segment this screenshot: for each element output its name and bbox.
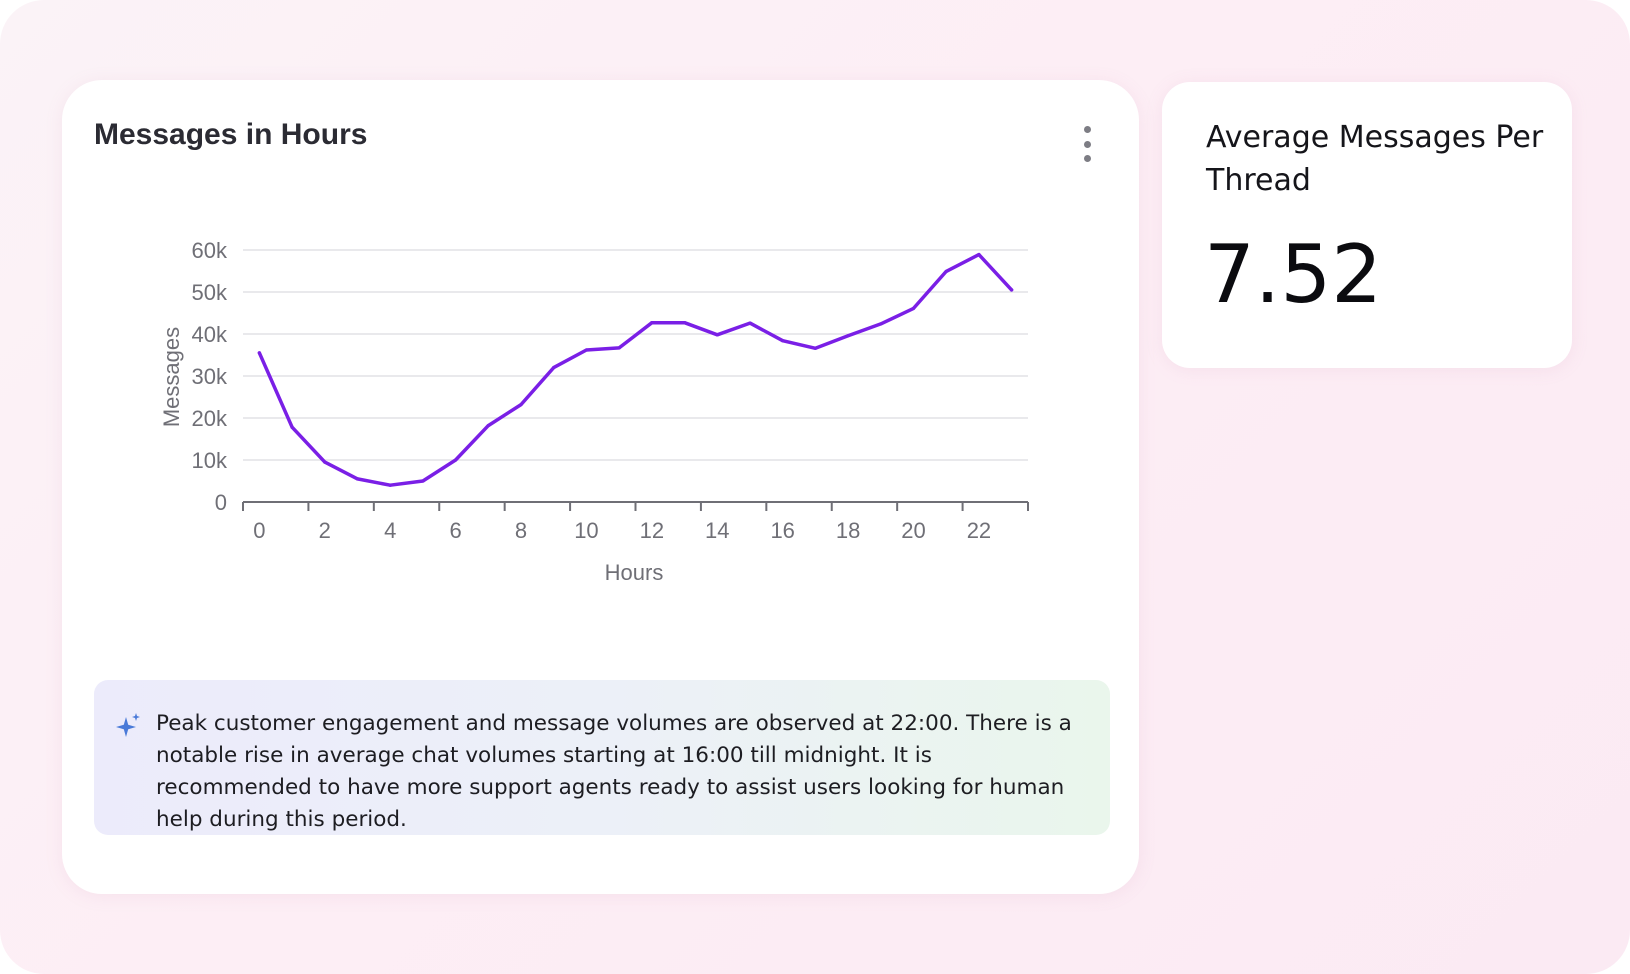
messages-in-hours-card: Messages in Hours 0 10k 20k 30k 40k 50k 60k 0 2…	[62, 80, 1139, 894]
data-point	[748, 321, 752, 325]
data-point	[584, 348, 589, 352]
x-tick-label: 8	[515, 518, 527, 543]
x-tick-label: 22	[967, 518, 991, 543]
y-tick-label: 30k	[192, 364, 228, 389]
x-tick-label: 4	[384, 518, 396, 543]
ai-insight-panel: Peak customer engagement and message vol…	[94, 680, 1110, 835]
data-point	[454, 458, 458, 462]
data-point	[323, 460, 327, 464]
stat-value: 7.52	[1204, 228, 1383, 321]
x-tick-label: 0	[253, 518, 265, 543]
y-axis-label: Messages	[159, 327, 184, 427]
x-axis-label: Hours	[605, 560, 664, 585]
data-point	[944, 269, 948, 274]
menu-dot	[1083, 126, 1091, 133]
data-point	[552, 366, 556, 370]
data-point	[421, 479, 425, 483]
data-point	[911, 306, 916, 310]
kebab-menu-icon[interactable]	[1078, 126, 1096, 162]
x-tick-label: 10	[574, 518, 598, 543]
x-tick-label: 16	[770, 518, 794, 543]
data-point	[846, 334, 850, 338]
insight-text: Peak customer engagement and message vol…	[156, 711, 1072, 832]
average-messages-card: Average Messages Per Thread 7.52	[1162, 82, 1572, 368]
data-point	[355, 477, 360, 481]
messages-series-line	[257, 252, 1014, 487]
x-tick-label: 20	[901, 518, 925, 543]
y-tick-label: 60k	[192, 238, 228, 263]
data-point	[290, 425, 294, 429]
data-point	[715, 333, 719, 337]
data-point	[781, 339, 785, 343]
data-point	[519, 402, 523, 407]
x-tick-label: 14	[705, 518, 729, 543]
data-point	[682, 321, 687, 325]
y-tick-label: 50k	[192, 280, 228, 305]
x-axis	[242, 501, 1029, 511]
data-points	[257, 253, 1014, 487]
stat-label: Average Messages Per Thread	[1206, 120, 1544, 198]
x-tick-label: 6	[449, 518, 461, 543]
data-point	[388, 483, 392, 487]
grid-lines	[243, 249, 1028, 461]
y-tick-label: 20k	[192, 406, 228, 431]
y-tick-label: 40k	[192, 322, 228, 347]
data-point	[813, 346, 817, 350]
data-point	[617, 346, 621, 350]
data-point	[486, 423, 490, 428]
card-title: Messages in Hours	[94, 118, 368, 151]
x-tick-label: 12	[640, 518, 664, 543]
y-axis-tick-labels: 0 10k 20k 30k 40k 50k 60k	[192, 238, 228, 515]
sparkle-icon	[116, 713, 140, 737]
data-point	[879, 322, 883, 326]
y-tick-label: 0	[215, 490, 227, 515]
y-tick-label: 10k	[192, 448, 228, 473]
menu-dot	[1083, 140, 1091, 148]
x-tick-label: 2	[319, 518, 331, 543]
x-tick-label: 18	[836, 518, 860, 543]
data-point	[1010, 288, 1014, 292]
menu-dot	[1083, 155, 1091, 162]
data-point	[977, 253, 981, 257]
data-point	[650, 321, 654, 325]
x-axis-tick-labels: 0 2 4 6 8 10 12 14 16 18 20 22	[253, 518, 991, 543]
data-point	[257, 351, 261, 355]
